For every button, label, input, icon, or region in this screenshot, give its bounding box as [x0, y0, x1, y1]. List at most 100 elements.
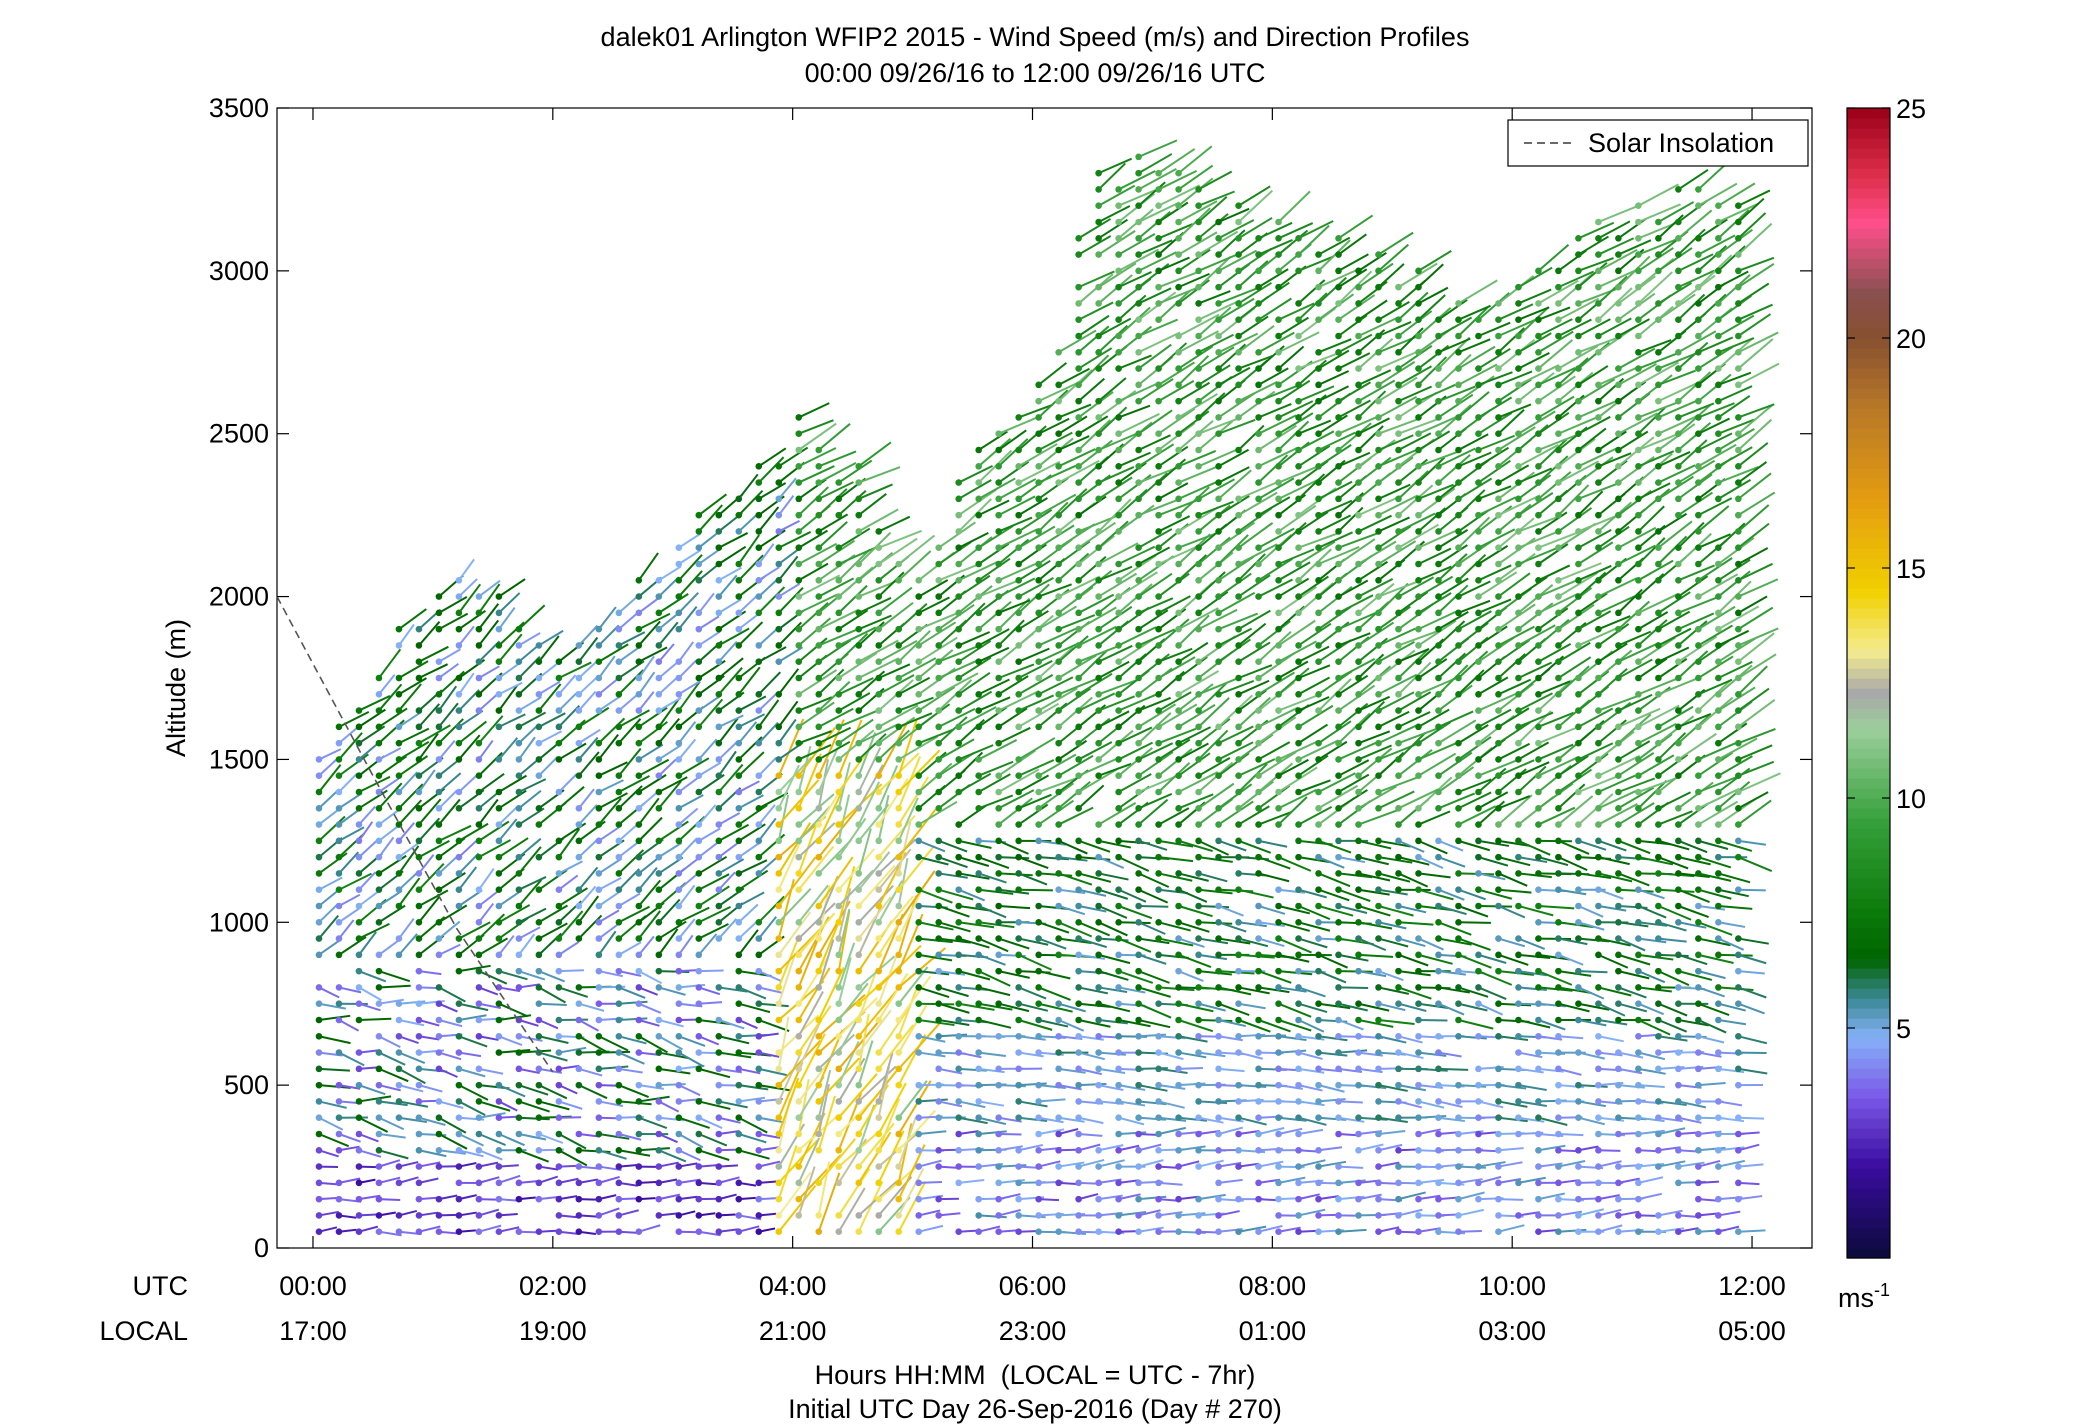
wind-barb-shaft — [1158, 544, 1201, 565]
wind-barb-dot — [1275, 1146, 1282, 1154]
wind-barb-dot — [1215, 1098, 1222, 1105]
wind-barb-dot — [755, 462, 763, 470]
wind-barb-dot — [1155, 1065, 1162, 1073]
wind-barb-shaft — [798, 562, 829, 582]
wind-barb-dot — [955, 1163, 962, 1170]
wind-barb-dot — [475, 593, 483, 600]
wind-barb-dot — [1035, 1130, 1042, 1138]
wind-barb-dot — [1375, 446, 1382, 454]
wind-barb-dot — [1275, 821, 1282, 828]
wind-barb-dot — [1375, 1049, 1382, 1056]
wind-barb-dot — [895, 886, 903, 894]
wind-barb-dot — [535, 967, 543, 975]
wind-barb-shaft — [1218, 287, 1257, 305]
wind-barb-dot — [1335, 951, 1342, 959]
wind-barb-dot — [415, 1016, 423, 1024]
wind-barb-dot — [895, 642, 903, 649]
wind-barb-shaft — [598, 695, 622, 712]
wind-barb-dot — [1355, 935, 1362, 942]
wind-barb-shaft — [1238, 543, 1278, 565]
wind-barb-shaft — [458, 852, 480, 875]
wind-barb-dot — [715, 511, 723, 519]
wind-barb-dot — [1335, 967, 1342, 975]
wind-barb-shaft — [1018, 694, 1054, 712]
wind-barb-dot — [475, 1130, 483, 1138]
wind-barb-dot — [1375, 690, 1382, 698]
wind-barb-dot — [1235, 1016, 1242, 1024]
wind-barb-shaft — [1198, 608, 1238, 631]
wind-barb-shaft — [1098, 262, 1137, 288]
wind-barb-shaft — [1158, 380, 1195, 403]
wind-barb-shaft — [1277, 345, 1305, 370]
wind-barb-shaft — [1098, 1067, 1126, 1075]
wind-barb-dot — [775, 576, 783, 584]
wind-barb-shaft — [978, 499, 1010, 517]
wind-barb-shaft — [1378, 1002, 1406, 1012]
wind-barb-dot — [495, 756, 503, 763]
wind-barb-dot — [315, 902, 323, 910]
wind-barb-shaft — [1338, 872, 1373, 879]
wind-barb-dot — [1035, 528, 1042, 535]
wind-barb-shaft — [1258, 1178, 1281, 1184]
wind-barb-dot — [1035, 723, 1042, 731]
wind-barb-dot — [1095, 414, 1102, 421]
wind-barb-dot — [695, 870, 703, 877]
wind-barb-shaft — [1377, 525, 1412, 549]
wind-barb-dot — [375, 772, 383, 780]
wind-barb-dot — [955, 707, 962, 714]
wind-barb-shaft — [1178, 641, 1209, 663]
wind-barb-dot — [735, 1130, 743, 1138]
wind-barb-dot — [535, 674, 543, 682]
wind-barb-dot — [315, 837, 323, 845]
wind-barb-dot — [735, 593, 743, 600]
wind-barb-dot — [1015, 690, 1022, 698]
wind-barb-dot — [495, 1032, 503, 1040]
wind-barb-dot — [1195, 495, 1202, 503]
wind-barb-dot — [1375, 381, 1382, 389]
wind-barb-dot — [1095, 479, 1102, 486]
wind-barb-dot — [955, 593, 962, 600]
wind-barb-shaft — [1357, 540, 1397, 565]
wind-barb-shaft — [1178, 1002, 1214, 1013]
wind-barb-dot — [895, 1179, 903, 1187]
wind-barb-dot — [375, 723, 383, 731]
wind-barb-shaft — [1118, 1144, 1140, 1152]
wind-barb-dot — [955, 918, 962, 926]
wind-barb-dot — [1055, 902, 1062, 910]
wind-barb-shaft — [1038, 1198, 1059, 1202]
wind-barb-shaft — [1297, 224, 1330, 256]
wind-barb-shaft — [1338, 1165, 1364, 1169]
wind-barb-dot — [1375, 984, 1382, 991]
wind-barb-dot — [1295, 462, 1302, 470]
wind-barb-dot — [435, 1000, 443, 1008]
wind-barb-shaft — [678, 1051, 705, 1068]
wind-barb-dot — [995, 821, 1002, 828]
wind-barb-shaft — [698, 1163, 720, 1168]
wind-barb-dot — [1095, 365, 1102, 372]
wind-barb-dot — [995, 886, 1002, 894]
wind-barb-shaft — [1357, 560, 1388, 582]
wind-barb-shaft — [738, 612, 760, 630]
wind-barb-dot — [955, 967, 962, 975]
wind-barb-dot — [1255, 1228, 1262, 1236]
wind-barb-shaft — [1298, 805, 1333, 826]
wind-barb-dot — [1135, 1146, 1142, 1154]
wind-barb-shaft — [897, 845, 935, 891]
wind-barb-dot — [1015, 642, 1022, 649]
wind-barb-shaft — [978, 773, 1011, 793]
wind-barb-shaft — [1038, 937, 1067, 950]
wind-barb-shaft — [1237, 622, 1267, 647]
wind-barb-dot — [415, 642, 423, 649]
wind-barb-dot — [1215, 267, 1222, 275]
wind-barb-shaft — [958, 656, 992, 679]
wind-barb-dot — [1375, 528, 1382, 535]
wind-barb-dot — [1255, 593, 1262, 600]
wind-barb-shaft — [1398, 1208, 1423, 1217]
wind-barb-shaft — [958, 1178, 985, 1184]
wind-barb-shaft — [1137, 472, 1169, 500]
wind-barb-shaft — [938, 672, 979, 696]
wind-barb-dot — [1115, 707, 1122, 714]
wind-barb-dot — [1235, 625, 1242, 633]
wind-barb-dot — [795, 1146, 803, 1154]
wind-barb-dot — [1095, 739, 1102, 747]
